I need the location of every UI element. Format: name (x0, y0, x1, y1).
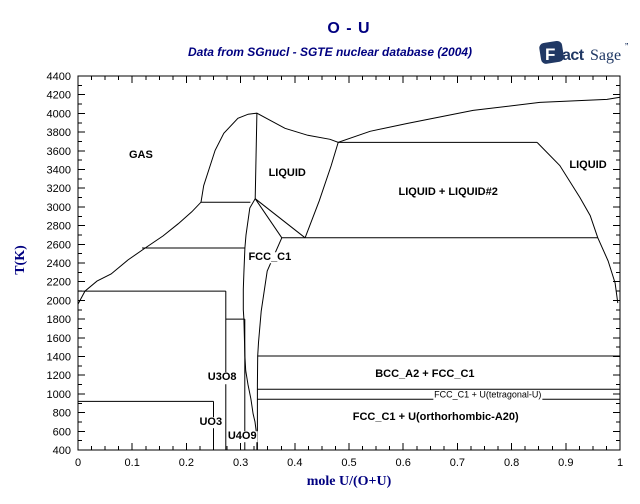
x-axis-title: mole U/(O+U) (306, 474, 392, 489)
chart-title: O - U (327, 20, 371, 37)
x-tick-label: 0.4 (287, 457, 302, 469)
y-tick-label: 3200 (47, 183, 71, 195)
y-tick-label: 2800 (47, 221, 71, 233)
x-tick-label: 0.2 (179, 457, 194, 469)
x-tick-label: 0.6 (396, 457, 411, 469)
region-label-gas: GAS (127, 149, 154, 162)
region-label-fcc-c1: FCC_C1 (247, 251, 293, 264)
fcc-liquidus-right (254, 198, 306, 239)
chart-subtitle: Data from SGnucl - SGTE nuclear database… (187, 45, 473, 59)
x-tick-label: 0.7 (450, 457, 465, 469)
fcc-left-boundary (242, 198, 258, 450)
logo-f: F (545, 45, 555, 64)
x-tick-label: 0.9 (558, 457, 573, 469)
x-tick-label: 0.5 (341, 457, 356, 469)
logo-trademark: ” (625, 42, 628, 53)
y-tick-label: 1200 (47, 370, 71, 382)
y-tick-label: 2400 (47, 258, 71, 270)
y-tick-label: 4400 (47, 71, 71, 83)
region-label-liquid-liquid-2: LIQUID + LIQUID#2 (397, 186, 499, 199)
y-tick-label: 400 (53, 445, 71, 457)
y-tick-label: 2000 (47, 295, 71, 307)
y-tick-label: 800 (53, 408, 71, 420)
y-tick-label: 2200 (47, 277, 71, 289)
gas-liquid-boundary (77, 96, 621, 305)
y-tick-label: 3000 (47, 202, 71, 214)
uo2-congruent-line (254, 113, 258, 199)
logo-act: act (562, 47, 585, 64)
region-label-bcc-a2-fcc-c1: BCC_A2 + FCC_C1 (374, 368, 476, 381)
factsage-logo: F act Sage ” (538, 39, 636, 67)
region-label-fcc-c1-u-orthorhombic-a20: FCC_C1 + U(orthorhombic-A20) (351, 411, 520, 424)
x-tick-label: 1 (617, 457, 623, 469)
x-tick-label: 0.1 (125, 457, 140, 469)
y-tick-label: 3600 (47, 146, 71, 158)
miscibility-gap-right (536, 142, 599, 238)
y-tick-label: 4200 (47, 90, 71, 102)
y-tick-label: 1400 (47, 352, 71, 364)
factsage-logo-graphic: F act Sage ” (539, 40, 628, 64)
logo-sage: Sage (590, 47, 621, 64)
x-tick-label: 0.8 (504, 457, 519, 469)
region-label-fcc-c1-u-tetragonal-u: FCC_C1 + U(tetragonal-U) (433, 389, 543, 401)
region-label-u3o8: U3O8 (206, 371, 238, 384)
fcc-right-boundary (256, 237, 283, 450)
fcc-solidus-right (254, 198, 283, 239)
y-tick-label: 1600 (47, 333, 71, 345)
liquidus-right-lower (597, 237, 619, 304)
logo-banner-shape (539, 40, 564, 64)
y-tick-label: 3400 (47, 165, 71, 177)
y-tick-label: 600 (53, 426, 71, 438)
region-label-liquid: LIQUID (267, 167, 307, 180)
miscibility-gap-left (304, 142, 339, 238)
y-tick-label: 4000 (47, 108, 71, 120)
x-tick-label: 0 (75, 457, 81, 469)
y-tick-label: 3800 (47, 127, 71, 139)
region-label-uo3: UO3 (198, 416, 224, 429)
region-label-liquid: LIQUID (568, 159, 608, 172)
y-tick-label: 1000 (47, 389, 71, 401)
region-label-u4o9: U4O9 (226, 430, 258, 443)
y-tick-label: 2600 (47, 239, 71, 251)
x-tick-label: 0.3 (233, 457, 248, 469)
y-tick-label: 1800 (47, 314, 71, 326)
